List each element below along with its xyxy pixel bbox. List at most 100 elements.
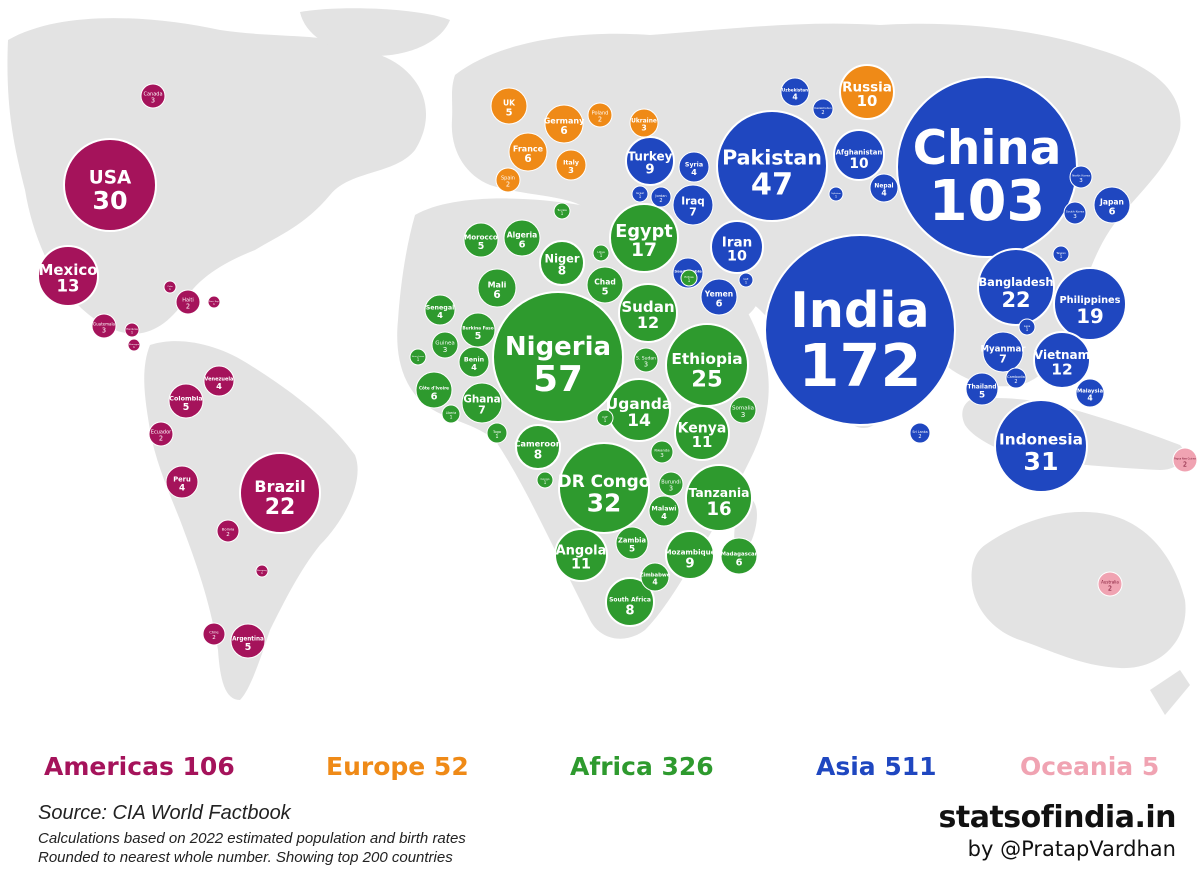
bubble-label-eritrea: Eritrea [684,275,694,279]
bubble-label-sri-lanka: Sri Lanka [912,430,927,434]
bubble-circle-spain [495,167,521,193]
bubble-circle-kenya [674,405,730,461]
bubble-circle-france [508,132,548,172]
bubble-value-south-korea: 3 [1073,214,1077,220]
bubble-circle-yemen [700,278,738,316]
bubble-label-togo: Togo [492,430,501,434]
bubble-value-cote-d-ivoire: 6 [431,391,438,402]
bubble-circle-sierra-leone [409,348,427,366]
bubble-label-cote-d-ivoire: Côte d'Ivoire [419,386,449,391]
bubble-value-morocco: 5 [478,241,485,252]
bubble-circle-algeria [503,219,541,257]
bubble-label-jordan: Jordan [654,194,666,198]
brand-name: statsofindia.in [938,800,1177,835]
bubble-value-mali: 6 [493,289,500,301]
bubble-circle-paraguay [255,564,269,578]
bubble-label-cambodia: Cambodia [1007,375,1025,379]
bubble-value-zambia: 5 [629,544,635,554]
bubble-circle-tajikistan [828,186,844,202]
bubble-label-dominican-rep: Dom. Rep. [209,301,220,303]
bubble-circle-jordan [650,186,672,208]
bubble-value-laos: 1 [1026,327,1029,332]
bubble-label-philippines: Philippines [1059,295,1120,306]
bubble-label-papua-new-guinea: Papua New Guinea [1174,458,1196,461]
legend-africa: Africa 326 [570,752,714,781]
footer-notes: Source: CIA World Factbook Calculations … [38,802,466,867]
bubble-circle-ghana [461,382,503,424]
bubble-value-iraq: 7 [689,205,697,218]
bubble-value-niger: 8 [558,263,566,277]
bubble-value-kenya: 11 [692,433,713,451]
bubble-label-ethiopia: Ethiopia [671,350,742,368]
bubble-label-uganda: Uganda [606,395,673,413]
bubble-circle-papua-new-guinea [1172,447,1198,473]
bubble-circle-laos [1018,318,1036,336]
bubble-circle-sudan [618,283,678,343]
bubble-label-south-africa: South Africa [609,596,651,603]
bubble-dominican-rep: Dom. Rep.1 [207,295,221,309]
bubble-circle-italy [555,149,587,181]
bubble-label-haiti: Haiti [182,298,194,304]
bubble-label-indonesia: Indonesia [999,431,1083,449]
bubble-circle-burundi [658,471,684,497]
bubble-circle-south-africa [605,577,655,627]
bubble-circle-angola [554,528,608,582]
bubble-label-madagascar: Madagascar [721,552,758,558]
bubble-label-south-korea: South Korea [1066,210,1084,214]
bubble-value-india: 172 [799,331,922,400]
bubble-label-guinea: Guinea [435,341,455,347]
bubble-circle-uzbekistan [780,77,810,107]
bubble-label-niger: Niger [545,251,580,265]
bubble-circle-nicaragua [127,338,141,352]
bubble-label-japan: Japan [1099,198,1124,207]
bubble-label-chad: Chad [594,278,616,287]
bubble-label-malawi: Malawi [652,506,677,513]
bubble-circle-usa [63,138,157,232]
bubble-label-paraguay: Paraguay [257,569,267,572]
bubble-label-peru: Peru [173,476,191,484]
bubble-circle-cambodia [1005,367,1027,389]
bubble-circle-cote-d-ivoire [415,371,453,409]
bubble-value-malaysia: 4 [1087,393,1092,402]
bubble-circle-india [764,234,956,426]
bubble-value-china: 103 [929,169,1045,234]
bubble-value-cuba: 1 [169,287,171,291]
bubble-value-tunisia: 1 [561,211,564,216]
bubble-label-canada: Canada [143,92,162,98]
bubble-label-cuba: Cuba [167,286,173,288]
bubble-circle-libya [592,244,610,262]
calc-note: Calculations based on 2022 estimated pop… [38,830,466,847]
bubble-value-s-sudan: 3 [644,360,648,368]
bubble-circle-afghanistan [833,129,885,181]
bubble-value-uk: 5 [506,107,513,118]
bubble-label-colombia: Colombia [169,395,202,403]
bubble-label-france: France [513,144,544,153]
bubble-value-rwanda: 3 [660,453,664,459]
bubble-circle-germany [544,104,584,144]
bubble-circle-niger [539,240,585,286]
bubble-circle-myanmar [982,331,1024,373]
bubble-value-poland: 2 [598,115,602,123]
bubble-circle-north-korea [1069,165,1093,189]
bubble-label-north-korea: North Korea [1072,174,1090,178]
bubble-value-guatemala: 3 [102,326,106,334]
